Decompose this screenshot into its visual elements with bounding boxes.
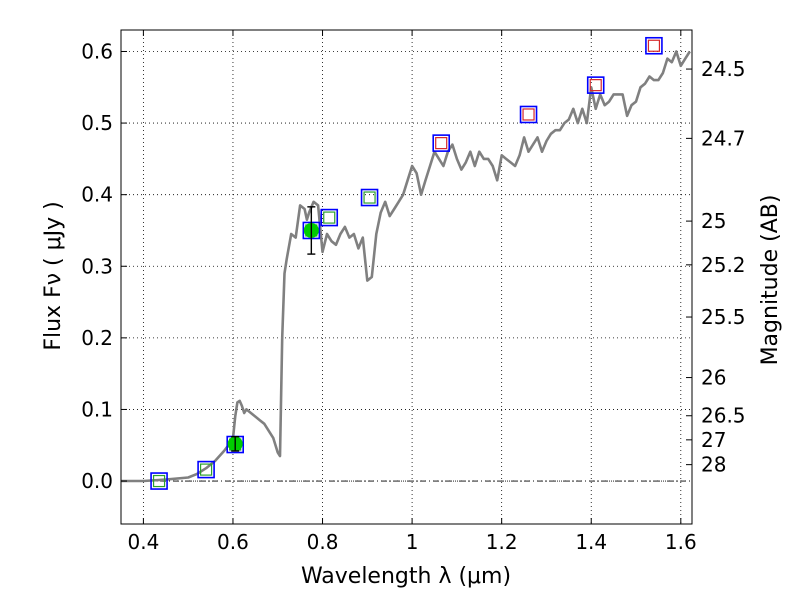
x-tick-label: 0.8 [307,530,339,554]
mag-tick-label: 26 [701,366,726,390]
y-axis-right-label: Magnitude (AB) [758,195,783,366]
model-photometry-square [320,208,339,227]
model-photometry-square [432,134,451,152]
y-tick-label: 0.3 [81,254,113,278]
y-tick-label: 0.5 [81,111,113,135]
model-photometry-square [360,188,379,207]
mag-tick-label: 24.5 [701,57,746,81]
x-tick-label: 1.2 [486,530,518,554]
mag-tick-label: 26.5 [701,404,746,428]
band-square [363,191,376,204]
mag-tick-label: 27 [701,428,726,452]
y-tick-label: 0.2 [81,326,113,350]
y-tick-label: 0.6 [81,39,113,63]
band-square [522,108,535,121]
model-spectrum-line [121,50,691,483]
y-tick-label: 0.0 [81,469,113,493]
band-square [199,463,213,476]
x-tick-label: 1 [406,530,419,554]
x-tick-label: 0.6 [217,530,249,554]
x-tick-label: 1.4 [575,530,607,554]
x-tick-label: 1.6 [665,530,697,554]
model-photometry-square [150,472,168,490]
ticks-group: 0.4 0.6 0.8 1 1.2 1.4 1.6 0.0 0.1 0.2 0.3 0.4 0.5 0.6… [81,30,746,554]
band-square [435,137,448,150]
spectrum-group [121,50,691,483]
model-photometry-square [586,76,605,94]
mag-tick-label: 28 [701,453,726,477]
x-tick-label: 0.4 [127,530,159,554]
band-square [323,211,336,224]
band-square [647,39,661,52]
band-square [152,474,166,488]
model-photometry-square [645,36,663,55]
mag-tick-label: 25.5 [701,305,746,329]
mag-tick-label: 24.7 [701,126,746,150]
markers-group [150,36,663,490]
y-axis-label: Flux Fν ( μJy ) [41,201,66,350]
plot-frame [120,29,693,525]
model-photometry-square [197,460,215,479]
mag-tick-label: 25 [701,209,726,233]
y-tick-label: 0.4 [81,183,113,207]
y-tick-label: 0.1 [81,397,113,421]
model-photometry-square [519,105,538,124]
band-square [589,79,602,92]
x-axis-label: Wavelength λ (μm) [301,564,511,589]
mag-tick-label: 25.2 [701,253,746,277]
